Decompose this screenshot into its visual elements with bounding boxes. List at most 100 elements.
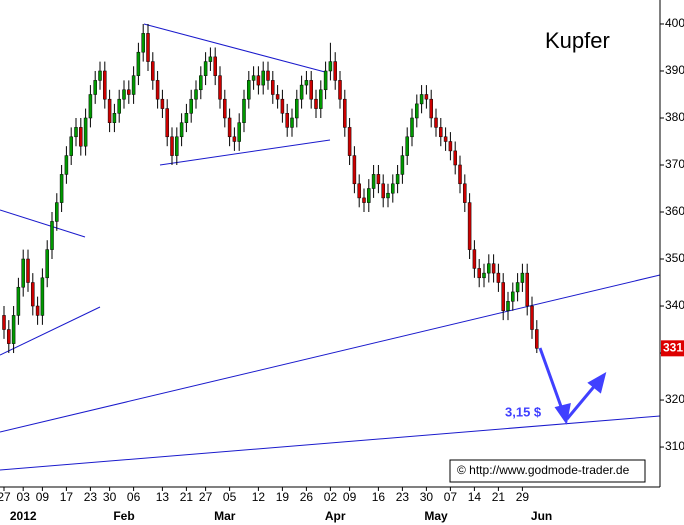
x-tick-label: 06 (127, 490, 141, 504)
y-tick-label: 370 (665, 157, 684, 171)
candle-body (515, 282, 520, 293)
candle-body (256, 75, 261, 86)
candle-body (88, 94, 93, 119)
source: © http://www.godmode-trader.de (457, 463, 630, 477)
candle-body (184, 113, 189, 123)
trendline (143, 23, 326, 73)
candle-body (386, 192, 390, 199)
candle-body (203, 61, 208, 76)
trendline (0, 274, 661, 433)
candle-body (26, 258, 30, 283)
candle-body (496, 272, 501, 283)
candle-body (319, 89, 323, 109)
candle-body (367, 188, 371, 203)
candle-body (285, 113, 289, 128)
y-tick-label: 310 (665, 439, 684, 453)
chart-title: Kupfer (545, 28, 610, 53)
candle-body (530, 305, 534, 330)
y-tick-label: 400 (665, 16, 684, 30)
candle-body (511, 291, 515, 302)
trendline (0, 306, 101, 356)
candle-body (506, 301, 510, 311)
candle-body (127, 89, 131, 95)
last-price-label: 331 (663, 340, 683, 354)
candle-body (472, 249, 477, 269)
candle-body (136, 51, 141, 76)
candle-body (290, 117, 294, 128)
candle-body (31, 282, 35, 307)
x-tick-label: 21 (180, 490, 194, 504)
x-tick-label: 29 (516, 490, 530, 504)
annotation: 3,15 $ (505, 404, 542, 419)
candle-body (328, 61, 333, 72)
candle-body (482, 272, 486, 279)
candle-body (141, 33, 145, 53)
candle-body (155, 80, 160, 100)
candle-body (347, 127, 352, 156)
candle-body (415, 103, 419, 119)
arrow-head (554, 402, 571, 425)
candle-body (45, 249, 49, 279)
candle-body (151, 61, 155, 81)
candle-body (381, 183, 385, 199)
candle-body (314, 98, 318, 109)
candle-body (525, 272, 529, 307)
candle-body (213, 56, 217, 76)
candle-body (79, 127, 83, 147)
x-tick-label: 27 (0, 490, 11, 504)
candle-body (247, 80, 251, 100)
candle-body (309, 80, 313, 100)
candle-body (74, 127, 78, 138)
candle-body (170, 136, 174, 156)
x-tick-label: 19 (276, 490, 290, 504)
candle-body (362, 197, 366, 203)
x-tick-label: 16 (372, 490, 386, 504)
candle-body (50, 221, 54, 250)
candle-body (343, 98, 347, 128)
candle-body (467, 202, 472, 250)
candle-body (419, 94, 424, 105)
x-tick-label: 23 (84, 490, 98, 504)
candle-body (271, 80, 275, 95)
candle-body (357, 183, 361, 199)
last-price-box (661, 340, 684, 357)
candle-body (98, 70, 102, 81)
candle-body (520, 272, 525, 283)
candle-body (434, 117, 438, 128)
x-tick-label: 30 (420, 490, 434, 504)
candle-body (395, 174, 400, 185)
y-tick-label: 380 (665, 110, 684, 124)
candle-body (371, 174, 376, 189)
candle-body (429, 98, 433, 119)
candle-body (491, 263, 496, 274)
candle-body (352, 155, 357, 185)
x-tick-label: 30 (103, 490, 117, 504)
month-label: Feb (113, 509, 134, 523)
candle-body (242, 98, 246, 123)
candle-body (131, 75, 136, 95)
candle-body (59, 174, 64, 203)
candle-body (83, 117, 88, 147)
candle-body (11, 315, 16, 344)
y-tick-label: 350 (665, 251, 684, 265)
arrow-up (565, 382, 599, 420)
x-tick-label: 02 (324, 490, 338, 504)
candle-body (179, 122, 184, 138)
candle-body (477, 268, 481, 279)
candle-body (448, 141, 453, 152)
x-tick-label: 13 (156, 490, 170, 504)
candle-body (21, 258, 25, 288)
trendline (159, 139, 331, 166)
x-tick-label: 27 (199, 490, 213, 504)
candle-body (107, 98, 112, 123)
x-tick-label: 26 (300, 490, 314, 504)
candle-body (64, 155, 69, 175)
candle-body (237, 122, 241, 142)
candle-body (275, 94, 280, 100)
candle-body (40, 277, 45, 316)
candle-body (55, 202, 59, 222)
candle-body (251, 75, 256, 81)
candle-body (16, 286, 21, 316)
candle-body (35, 305, 40, 316)
candle-body (261, 70, 265, 86)
